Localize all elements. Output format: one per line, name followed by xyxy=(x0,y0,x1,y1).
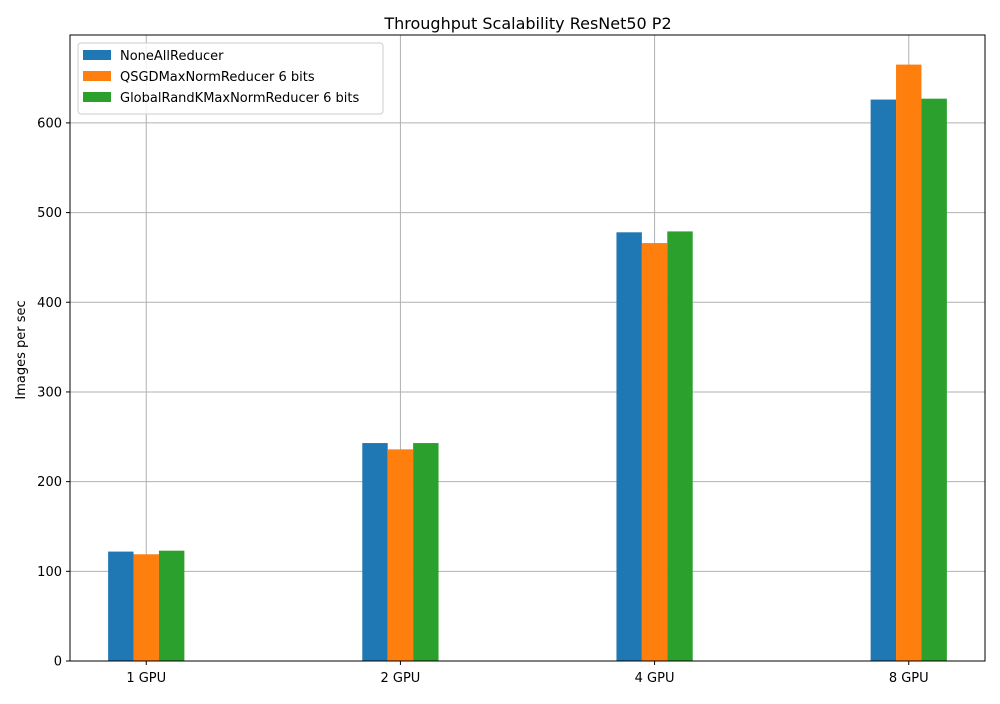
bar-globalrandkmaxnormreducer-6-bits-4-gpu xyxy=(667,231,693,662)
bar-globalrandkmaxnormreducer-6-bits-2-gpu xyxy=(413,443,439,661)
bar-qsgdmaxnormreducer-6-bits-8-gpu xyxy=(896,64,922,661)
bar-qsgdmaxnormreducer-6-bits-4-gpu xyxy=(641,243,668,661)
y-tick-label: 300 xyxy=(37,385,62,400)
x-tick-label: 2 GPU xyxy=(380,671,420,686)
bars xyxy=(108,64,947,662)
y-tick-label: 500 xyxy=(37,206,62,221)
y-tick-label: 600 xyxy=(37,116,62,131)
axis-ticks: 0 100 200 300 400 500 600 1 GPU 2 GPU 4 GPU 8 GPU xyxy=(37,116,929,686)
bar-noneallreducer-8-gpu xyxy=(870,99,897,662)
plot-frame xyxy=(69,34,986,662)
legend-swatch xyxy=(83,71,111,81)
chart-title: Throughput Scalability ResNet50 P2 xyxy=(383,14,671,33)
y-tick-label: 400 xyxy=(37,296,62,311)
x-tick-label: 1 GPU xyxy=(126,671,166,686)
bar-noneallreducer-2-gpu xyxy=(362,443,388,661)
legend-swatch xyxy=(83,92,111,102)
bar-noneallreducer-4-gpu xyxy=(616,232,642,662)
legend-swatch xyxy=(83,50,111,60)
bar-globalrandkmaxnormreducer-6-bits-1-gpu xyxy=(158,550,185,661)
bar-globalrandkmaxnormreducer-6-bits-8-gpu xyxy=(921,98,947,662)
legend-label: QSGDMaxNormReducer 6 bits xyxy=(120,70,315,85)
x-tick-label: 4 GPU xyxy=(635,671,675,686)
legend: NoneAllReducer QSGDMaxNormReducer 6 bits G… xyxy=(77,42,384,115)
x-tick-label: 8 GPU xyxy=(889,671,929,686)
bar-qsgdmaxnormreducer-6-bits-1-gpu xyxy=(133,554,159,661)
y-tick-label: 0 xyxy=(54,655,62,670)
legend-label: GlobalRandKMaxNormReducer 6 bits xyxy=(120,91,359,106)
y-tick-label: 100 xyxy=(37,565,62,580)
legend-label: NoneAllReducer xyxy=(120,49,224,64)
bar-noneallreducer-1-gpu xyxy=(108,551,134,661)
y-axis-label: Images per sec xyxy=(14,300,29,399)
legend-box xyxy=(77,42,384,115)
y-tick-label: 200 xyxy=(37,475,62,490)
bar-qsgdmaxnormreducer-6-bits-2-gpu xyxy=(387,449,414,661)
